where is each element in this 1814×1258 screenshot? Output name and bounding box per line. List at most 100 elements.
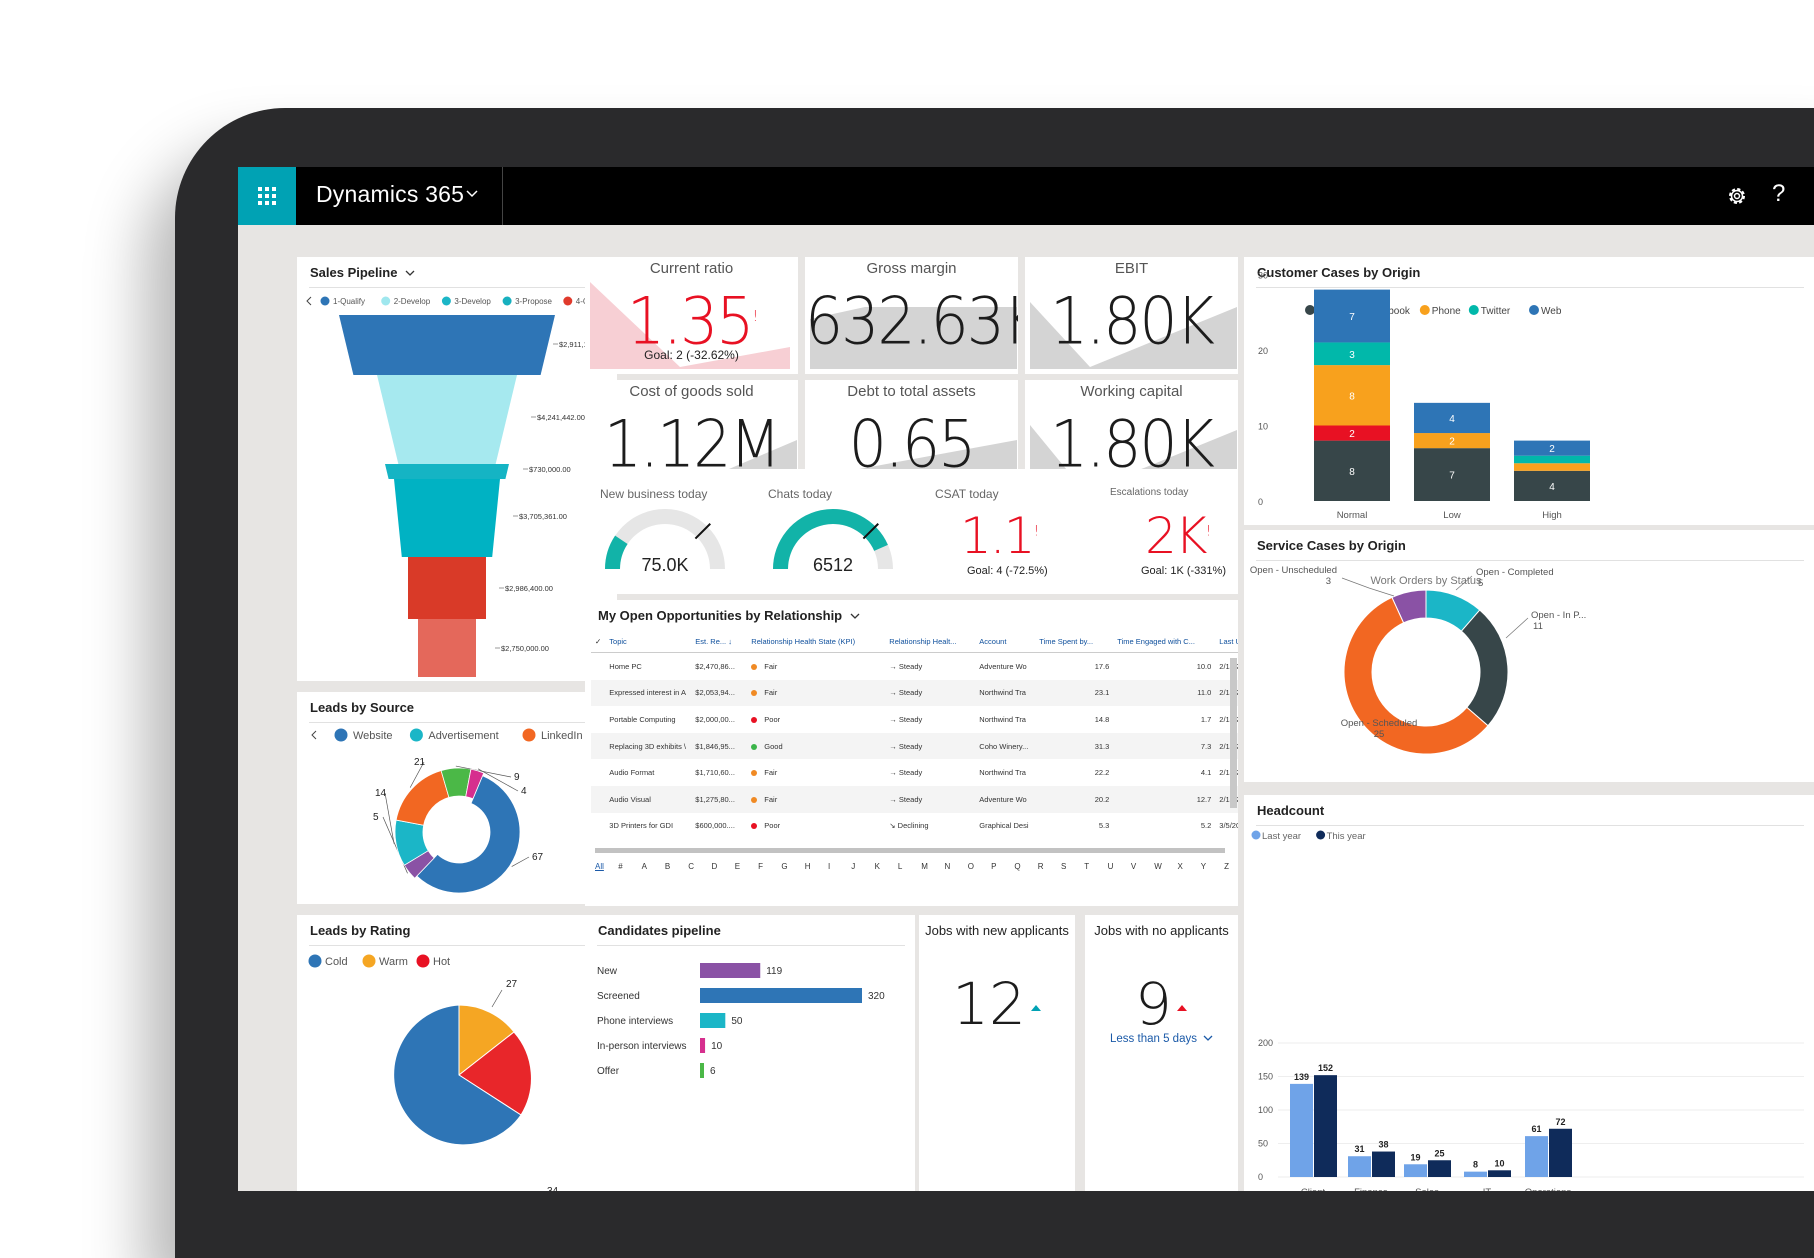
chevron-down-icon[interactable] bbox=[405, 269, 415, 277]
alphabet-filter-item[interactable]: G bbox=[781, 862, 788, 871]
time-engaged-cell: 10.0 bbox=[1196, 661, 1212, 671]
row-checkbox[interactable] bbox=[591, 706, 605, 733]
row-checkbox[interactable] bbox=[591, 785, 606, 813]
opportunities-title[interactable]: My Open Opportunities by Relationship bbox=[598, 608, 860, 623]
alphabet-filter-item[interactable]: J bbox=[851, 862, 856, 871]
candidates-title: Candidates pipeline bbox=[598, 923, 721, 938]
alphabet-filter-item[interactable]: L bbox=[897, 862, 903, 871]
table-row[interactable]: 3D Printers for GDI $600,000.... Poor ↘ Dec… bbox=[591, 813, 1238, 840]
topic-link[interactable]: Home PC bbox=[609, 661, 642, 671]
alphabet-filter-item[interactable]: W bbox=[1154, 862, 1162, 871]
row-checkbox[interactable] bbox=[591, 732, 606, 760]
alphabet-filter-item[interactable]: K bbox=[874, 862, 880, 871]
column-header[interactable]: Account bbox=[975, 630, 1036, 653]
table-row[interactable]: Portable Computing $2,000,00... Poor → Stea… bbox=[591, 706, 1238, 733]
column-header[interactable]: Relationship Health State (KPI) bbox=[747, 630, 886, 653]
column-header[interactable]: Relationship Healt... bbox=[885, 630, 976, 653]
trend-cell: → Steady bbox=[885, 732, 976, 760]
topic-link[interactable]: Audio Format bbox=[609, 768, 655, 778]
segment-value-label: 8 bbox=[1349, 467, 1355, 478]
topic-link[interactable]: Replacing 3D exhibits \ bbox=[605, 732, 692, 760]
row-checkbox[interactable] bbox=[591, 759, 605, 786]
alphabet-filter-item[interactable]: V bbox=[1130, 862, 1137, 871]
alphabet-filter-item[interactable]: N bbox=[944, 862, 951, 871]
app-launcher-button[interactable] bbox=[238, 167, 296, 225]
headcount-chart: Last year This year 0 50 100 150 200 139 152 Clie… bbox=[1251, 830, 1804, 1191]
bar bbox=[1525, 1136, 1548, 1177]
topic-link[interactable]: Audio Visual bbox=[605, 785, 692, 813]
health-state-cell: Fair bbox=[747, 679, 886, 707]
segment-value-label: 2 bbox=[1549, 444, 1555, 455]
topic-link[interactable]: 3D Printers for GDI bbox=[609, 821, 674, 831]
account-link[interactable]: Adventure Wo bbox=[975, 785, 1036, 813]
bar bbox=[1549, 1128, 1572, 1177]
table-row[interactable]: Audio Visual $1,275,80... Fair → Steady Adve… bbox=[591, 785, 1238, 813]
alphabet-filter-item[interactable]: A bbox=[641, 862, 647, 871]
account-link[interactable]: Northwind Tra bbox=[975, 679, 1036, 707]
row-checkbox[interactable] bbox=[591, 679, 606, 707]
help-icon[interactable]: ? bbox=[1772, 180, 1786, 207]
alphabet-filter-item[interactable]: R bbox=[1037, 862, 1044, 871]
account-link[interactable]: Graphical Desi bbox=[979, 821, 1029, 831]
alphabet-filter-item[interactable]: D bbox=[711, 862, 718, 871]
kpi-goal: Goal: 2 (-32.62%) bbox=[644, 348, 739, 362]
jobs-filter-dropdown[interactable]: Less than 5 days bbox=[1085, 1033, 1238, 1045]
column-header[interactable]: Last Updated (KPI) bbox=[1215, 630, 1238, 653]
alphabet-filter-item[interactable]: X bbox=[1177, 862, 1183, 871]
select-all-checkbox[interactable]: ✓ bbox=[591, 630, 606, 653]
alphabet-filter-item[interactable]: O bbox=[967, 862, 975, 871]
alphabet-filter-item[interactable]: Q bbox=[1014, 862, 1021, 871]
horizontal-scrollbar[interactable] bbox=[595, 848, 1225, 853]
alphabet-filter-item[interactable]: S bbox=[1061, 862, 1067, 871]
topic-link[interactable]: Portable Computing bbox=[609, 714, 676, 724]
column-header[interactable]: Time Spent by... bbox=[1035, 630, 1114, 653]
alphabet-filter-item[interactable]: C bbox=[688, 862, 694, 871]
alphabet-filter-item[interactable]: I bbox=[828, 862, 831, 871]
topic-link[interactable]: Expressed interest in A bbox=[605, 679, 692, 707]
alphabet-filter-item[interactable]: P bbox=[991, 862, 997, 871]
alphabet-filter-item[interactable]: F bbox=[758, 862, 763, 871]
app-title[interactable]: Dynamics 365 bbox=[316, 181, 465, 207]
account-link[interactable]: Coho Winery... bbox=[975, 732, 1036, 760]
stacked-bar-segment bbox=[1414, 433, 1490, 449]
column-header[interactable]: Est. Re... ↓ bbox=[691, 630, 748, 653]
chevron-down-icon[interactable] bbox=[850, 612, 860, 620]
legend-label: Warm bbox=[379, 956, 408, 968]
sales-pipeline-title[interactable]: Sales Pipeline bbox=[310, 265, 415, 280]
alphabet-filter-item[interactable]: # bbox=[618, 862, 623, 871]
table-row[interactable]: Audio Format $1,710,60... Fair → Steady Nort… bbox=[591, 759, 1238, 786]
table-row[interactable]: Home PC $2,470,86... Fair → Steady Adventure… bbox=[591, 653, 1238, 680]
alphabet-filter-item[interactable]: Z bbox=[1224, 862, 1229, 871]
alphabet-filter-item[interactable]: E bbox=[734, 862, 741, 871]
account-link[interactable]: Northwind Tra bbox=[979, 768, 1026, 778]
alphabet-filter-item[interactable]: U bbox=[1107, 862, 1114, 871]
alphabet-filter-item[interactable]: H bbox=[804, 862, 811, 871]
column-header[interactable]: Topic bbox=[605, 630, 692, 653]
arrow-right-icon: → bbox=[889, 688, 899, 698]
service-cases-tile: Service Cases by Origin Work Orders by S… bbox=[1244, 530, 1814, 782]
alphabet-filter-item[interactable]: T bbox=[1084, 862, 1090, 871]
row-checkbox[interactable] bbox=[591, 813, 605, 840]
account-link[interactable]: Northwind Tra bbox=[979, 714, 1026, 724]
account-link[interactable]: Adventure Wo bbox=[979, 661, 1027, 671]
table-row[interactable]: Replacing 3D exhibits \ $1,846,95... Good →… bbox=[591, 732, 1238, 760]
gear-icon[interactable] bbox=[1725, 184, 1749, 208]
alphabet-filter-item[interactable]: All bbox=[595, 862, 604, 871]
alphabet-filter-item[interactable]: B bbox=[664, 862, 671, 871]
alphabet-filter-item[interactable]: Y bbox=[1200, 862, 1207, 871]
time-engaged-cell: 7.3 bbox=[1113, 732, 1216, 760]
table-row[interactable]: Expressed interest in A $2,053,94... Fair →… bbox=[591, 679, 1238, 707]
funnel-value-label: $2,986,400.00 bbox=[505, 584, 553, 593]
health-state-cell: Fair bbox=[747, 785, 886, 813]
column-header[interactable]: Time Engaged with C... bbox=[1113, 630, 1216, 653]
time-spent-cell: 5.3 bbox=[1098, 821, 1110, 831]
slice-label: 21 bbox=[414, 757, 426, 768]
customer-cases-chart: EmailFacebookPhoneTwitterWeb010203082837… bbox=[1258, 271, 1590, 521]
chevron-down-icon[interactable] bbox=[466, 189, 478, 199]
row-checkbox[interactable] bbox=[591, 653, 605, 680]
alphabet-filter-item[interactable]: M bbox=[921, 862, 928, 871]
vertical-scrollbar[interactable] bbox=[1230, 658, 1237, 808]
est-revenue-cell: $2,053,94... bbox=[691, 679, 748, 707]
trend-cell: → Steady bbox=[885, 653, 975, 680]
legend-label: LinkedIn bbox=[541, 730, 583, 742]
